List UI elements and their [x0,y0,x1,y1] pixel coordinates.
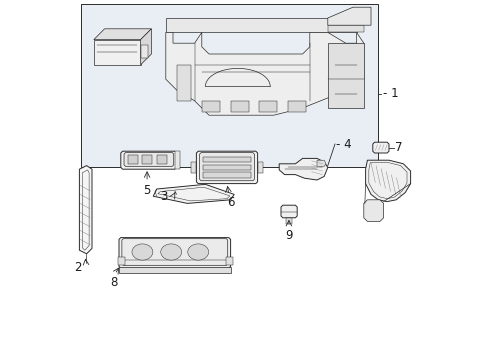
Polygon shape [141,29,151,65]
Polygon shape [259,101,277,112]
Polygon shape [122,239,228,265]
Polygon shape [153,184,234,203]
Polygon shape [364,200,384,221]
Polygon shape [328,43,364,108]
Polygon shape [94,29,151,40]
Polygon shape [176,65,191,101]
Polygon shape [286,218,292,224]
Polygon shape [119,238,231,268]
Polygon shape [288,101,306,112]
Polygon shape [141,45,148,58]
Polygon shape [94,40,141,65]
Ellipse shape [161,244,182,260]
Polygon shape [175,151,180,169]
Text: 5: 5 [144,184,151,197]
Polygon shape [202,157,251,162]
Text: 8: 8 [110,276,117,289]
Bar [81,4,378,167]
Polygon shape [317,160,326,166]
Text: 3: 3 [161,190,168,203]
Polygon shape [202,101,220,112]
Polygon shape [279,158,328,180]
Polygon shape [366,160,411,202]
Polygon shape [128,155,138,164]
Polygon shape [191,162,196,173]
Polygon shape [166,18,357,32]
Polygon shape [226,257,233,265]
Polygon shape [281,205,297,218]
Polygon shape [202,172,251,178]
Polygon shape [166,32,364,115]
Polygon shape [79,166,92,254]
Polygon shape [199,153,254,181]
Text: 6: 6 [227,196,234,209]
Text: - 1: - 1 [383,87,398,100]
Polygon shape [231,101,248,112]
Ellipse shape [132,244,153,260]
Text: 2: 2 [74,261,81,274]
Polygon shape [258,162,263,173]
Ellipse shape [188,244,209,260]
Polygon shape [196,151,258,184]
Polygon shape [328,7,371,25]
Polygon shape [157,155,167,164]
Text: 7: 7 [395,141,403,154]
Polygon shape [119,267,231,273]
Polygon shape [121,151,176,169]
Polygon shape [202,165,251,170]
Polygon shape [373,142,389,153]
Polygon shape [124,153,174,166]
Polygon shape [118,257,125,265]
Polygon shape [143,155,152,164]
Text: - 4: - 4 [337,138,352,150]
Polygon shape [328,25,364,32]
Text: 9: 9 [285,229,293,242]
